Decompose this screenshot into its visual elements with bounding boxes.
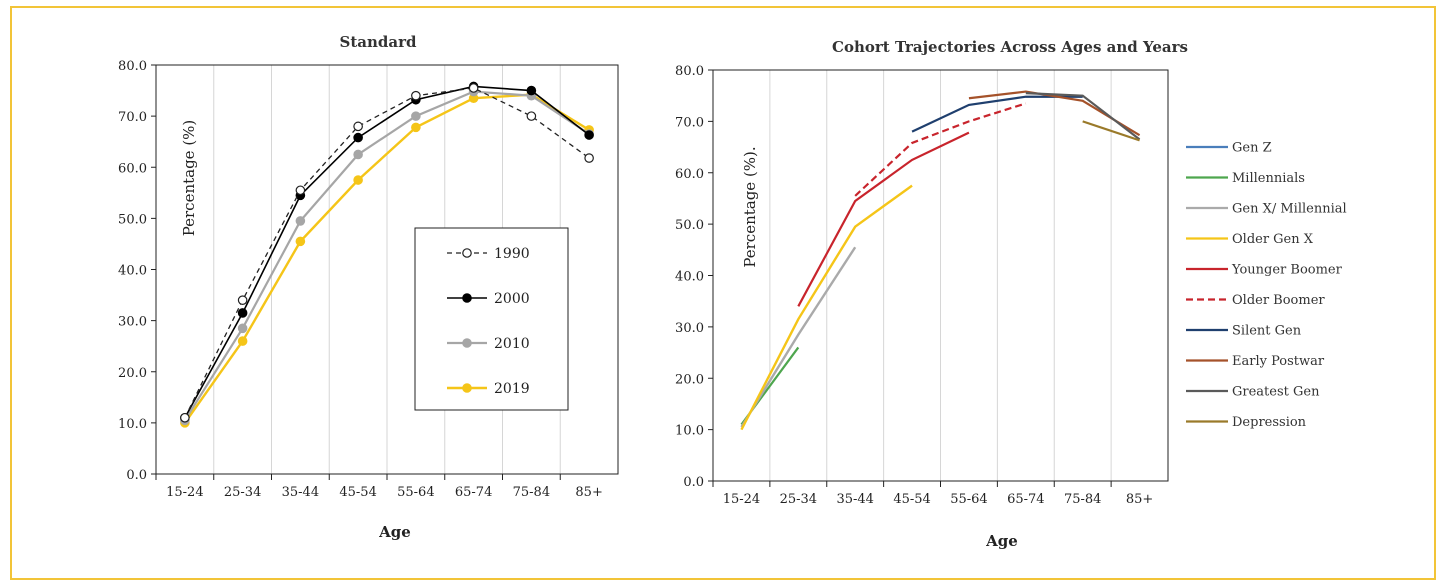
left-y-tick-label: 10.0 [118, 417, 147, 432]
data-point-2019 [353, 175, 363, 185]
left-x-tick-label: 85+ [575, 485, 602, 500]
right-y-tick-label: 0.0 [683, 475, 704, 490]
legend-label-millennials: Millennials [1232, 171, 1305, 186]
series-line-older-gen-x [740, 184, 913, 431]
left-y-tick-label: 80.0 [118, 59, 147, 74]
legend-label-younger-boomer: Younger Boomer [1231, 263, 1343, 278]
left-y-tick-label: 30.0 [118, 315, 147, 330]
right-x-tick-label: 45-54 [893, 492, 930, 507]
right-y-tick-label: 60.0 [675, 167, 704, 182]
legend-label-2019: 2019 [494, 381, 530, 397]
legend-label-silent-gen: Silent Gen [1232, 324, 1302, 339]
right-y-tick-label: 70.0 [675, 115, 704, 130]
data-point-1990 [295, 185, 306, 196]
data-point-2019 [411, 122, 421, 133]
data-point-2000 [237, 308, 248, 318]
legend-marker-2019 [462, 383, 472, 393]
data-point-1990 [353, 121, 363, 132]
legend-label-early-postwar: Early Postwar [1232, 354, 1325, 369]
left-x-tick-label: 25-34 [224, 485, 261, 500]
left-x-tick-label: 15-24 [166, 485, 203, 500]
legend-label-2000: 2000 [494, 291, 530, 307]
right-x-tick-label: 25-34 [780, 492, 817, 507]
legend-label-greatest-gen: Greatest Gen [1232, 385, 1320, 400]
data-point-1990 [411, 90, 421, 101]
legend-label-2010: 2010 [494, 336, 530, 352]
right-x-tick-label: 55-64 [950, 492, 987, 507]
right-x-tick-label: 85+ [1126, 492, 1153, 507]
left-x-tick-label: 55-64 [397, 485, 434, 500]
series-line-greatest-gen [1025, 92, 1141, 141]
left-x-tick-label: 35-44 [282, 485, 319, 500]
left-y-tick-label: 60.0 [118, 161, 147, 176]
left-y-tick-label: 20.0 [118, 366, 147, 381]
legend-marker-2000 [462, 293, 472, 303]
series-line-1990 [184, 87, 590, 419]
legend-label-1990: 1990 [494, 246, 530, 262]
data-point-2000 [584, 130, 594, 140]
legend-label-older-gen-x: Older Gen X [1232, 232, 1314, 247]
right-y-tick-label: 20.0 [675, 372, 704, 387]
right-x-tick-label: 35-44 [836, 492, 873, 507]
legend-marker-1990 [462, 248, 472, 258]
right-chart-title: Cohort Trajectories Across Ages and Year… [832, 38, 1188, 56]
left-x-tick-label: 45-54 [339, 485, 376, 500]
data-point-2019 [295, 236, 306, 247]
left-x-tick-label: 75-84 [513, 485, 550, 500]
left-y-tick-label: 50.0 [118, 212, 147, 227]
data-point-2010 [237, 323, 248, 334]
left-y-tick-label: 40.0 [118, 264, 147, 279]
data-point-2000 [526, 85, 537, 96]
right-y-tick-label: 10.0 [675, 424, 704, 439]
data-point-1990 [237, 295, 248, 305]
series-line-younger-boomer [797, 131, 970, 307]
data-point-2010 [353, 149, 363, 160]
chart-marks: 0.0 10.0 20.0 30.0 40.0 50.0 60.0 70.0 80.0 15-24… [118, 59, 1347, 507]
left-chart-title: Standard [340, 33, 417, 51]
left-y-axis-label: Percentage (%) [180, 120, 198, 237]
right-y-tick-label: 30.0 [675, 321, 704, 336]
series-line-2010 [183, 90, 590, 421]
series-line-depression [1082, 120, 1140, 142]
right-y-tick-label: 80.0 [675, 64, 704, 79]
data-point-2019 [237, 336, 248, 346]
legend-label-depression: Depression [1232, 415, 1307, 430]
left-x-axis-label: Age [378, 523, 411, 541]
series-line-older-boomer [854, 102, 1027, 197]
left-x-tick-label: 65-74 [455, 485, 492, 500]
data-point-2010 [295, 216, 306, 226]
left-legend-box [414, 227, 569, 411]
data-point-1990 [180, 412, 190, 423]
data-point-1990 [468, 83, 479, 93]
right-x-axis-label: Age [985, 532, 1018, 550]
data-point-2010 [411, 111, 421, 121]
data-point-1990 [584, 153, 594, 163]
series-line-2000 [184, 85, 590, 419]
right-x-tick-label: 15-24 [723, 492, 760, 507]
data-point-1990 [526, 111, 537, 121]
legend-label-older-boomer: Older Boomer [1232, 293, 1325, 308]
right-y-axis-label: Percentage (%). [741, 146, 759, 267]
series-line-gen-x-millennial [740, 246, 857, 428]
right-y-tick-label: 40.0 [675, 270, 704, 285]
data-point-2000 [353, 132, 363, 143]
figure-frame [10, 6, 1436, 580]
legend-marker-2010 [462, 338, 472, 348]
right-x-tick-label: 65-74 [1007, 492, 1044, 507]
right-y-tick-label: 50.0 [675, 218, 704, 233]
legend-label-gen-x-millennial: Gen X/ Millennial [1232, 202, 1347, 217]
right-x-tick-label: 75-84 [1064, 492, 1101, 507]
legend-label-gen-z: Gen Z [1232, 141, 1272, 156]
left-y-tick-label: 0.0 [126, 468, 147, 483]
left-y-tick-label: 70.0 [118, 110, 147, 125]
